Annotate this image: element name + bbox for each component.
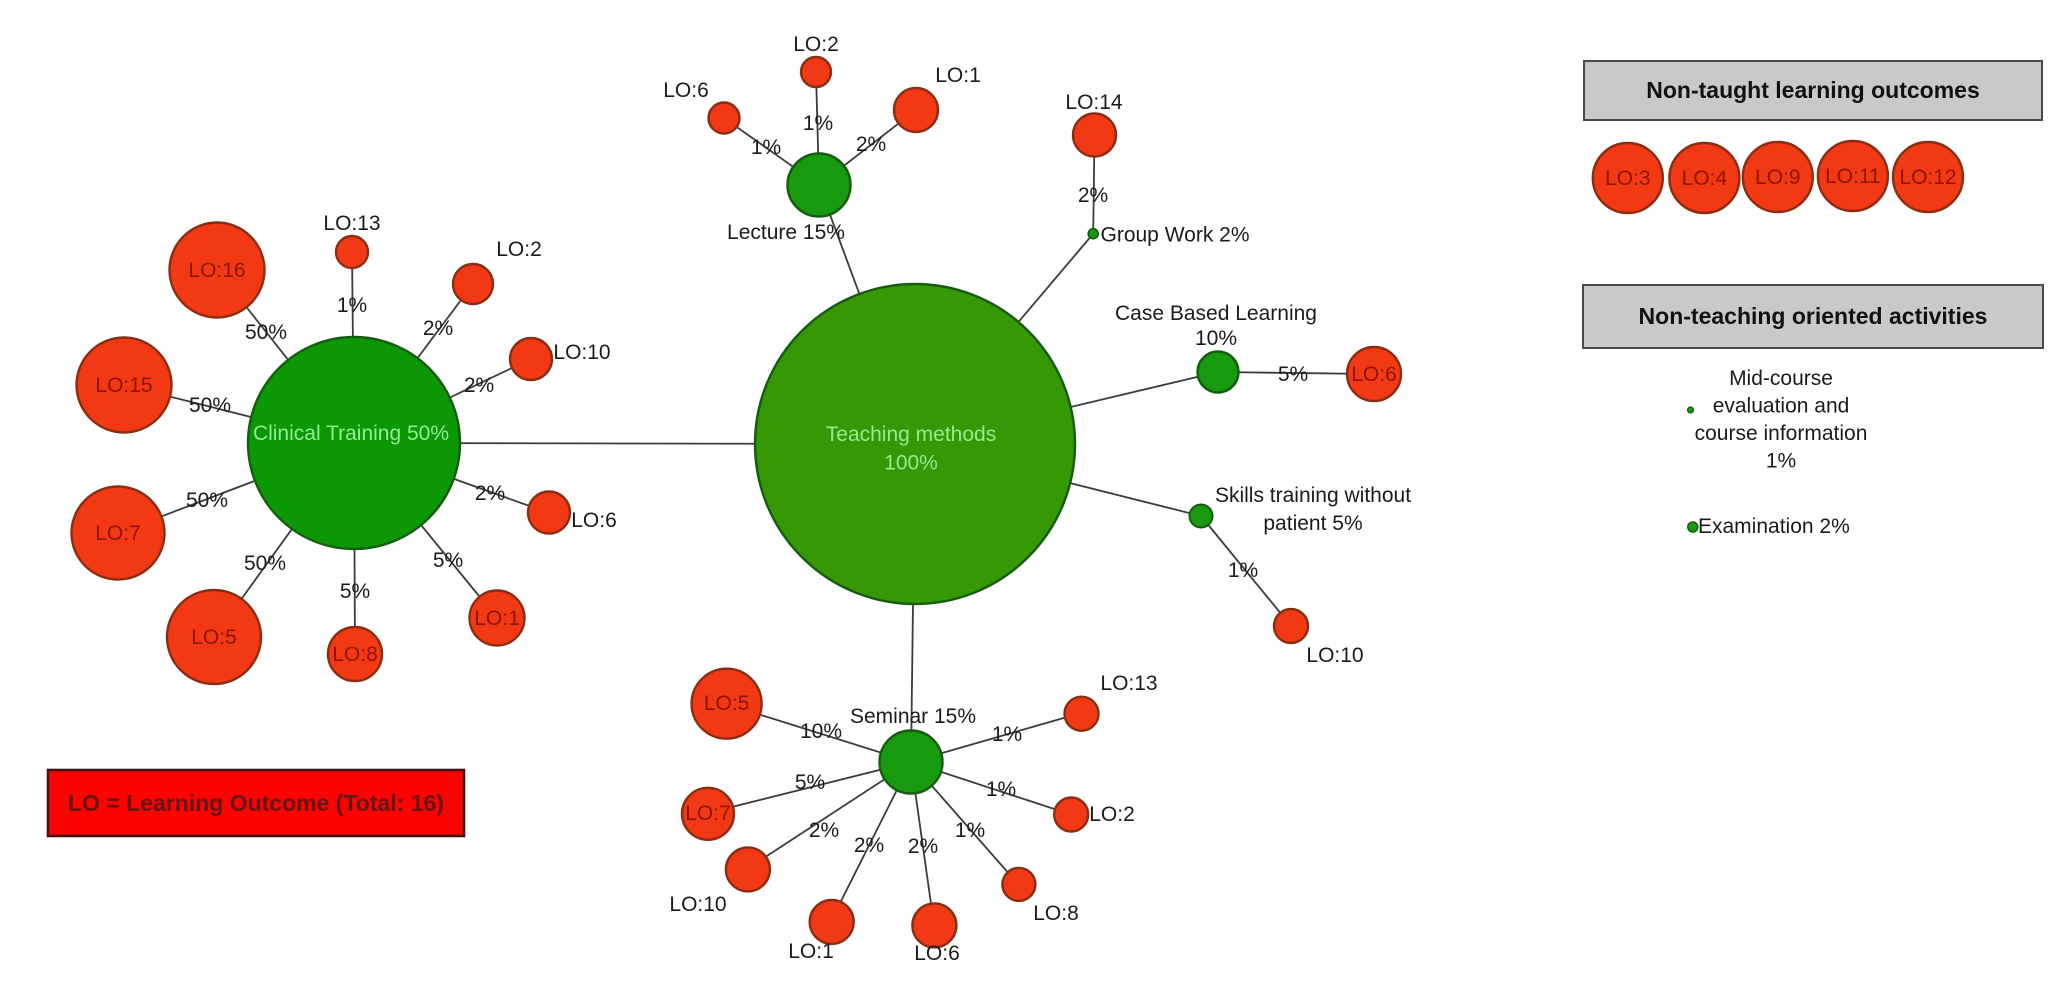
svg-text:Lecture 15%: Lecture 15% [727,221,845,244]
svg-text:Case Based Learning: Case Based Learning [1115,302,1317,325]
svg-text:Non-taught learning outcomes: Non-taught learning outcomes [1646,77,1980,103]
svg-text:LO:2: LO:2 [496,238,542,261]
svg-text:LO:16: LO:16 [188,259,245,282]
svg-text:LO:5: LO:5 [191,626,237,649]
svg-text:Mid-course: Mid-course [1729,367,1833,390]
svg-text:5%: 5% [433,549,463,572]
svg-text:1%: 1% [955,819,985,842]
svg-text:LO:1: LO:1 [788,940,834,963]
svg-text:LO:5: LO:5 [704,692,750,715]
svg-text:Non-teaching oriented activiti: Non-teaching oriented activities [1639,303,1988,329]
svg-text:LO:6: LO:6 [914,942,960,965]
svg-text:Teaching methods: Teaching methods [826,423,996,446]
svg-text:LO:8: LO:8 [332,643,378,666]
svg-text:10%: 10% [1195,327,1237,350]
svg-text:LO:13: LO:13 [323,212,380,235]
svg-text:2%: 2% [809,819,839,842]
svg-text:2%: 2% [854,834,884,857]
svg-text:LO:4: LO:4 [1682,167,1728,190]
svg-text:50%: 50% [189,394,231,417]
svg-text:1%: 1% [337,294,367,317]
svg-text:LO:11: LO:11 [1825,165,1881,188]
svg-text:Clinical Training 50%: Clinical Training 50% [253,422,449,445]
svg-text:1%: 1% [803,112,833,135]
svg-text:2%: 2% [464,374,494,397]
svg-text:Group Work 2%: Group Work 2% [1101,224,1250,247]
svg-text:2%: 2% [856,133,886,156]
svg-text:LO:6: LO:6 [571,509,617,532]
svg-text:50%: 50% [186,489,228,512]
svg-text:LO:1: LO:1 [935,64,981,87]
svg-text:LO:9: LO:9 [1755,166,1801,189]
svg-text:LO:2: LO:2 [793,33,839,56]
svg-text:5%: 5% [1278,363,1308,386]
svg-text:LO:6: LO:6 [663,79,709,102]
svg-text:5%: 5% [340,580,370,603]
svg-text:LO:6: LO:6 [1351,363,1397,386]
svg-text:1%: 1% [1228,559,1258,582]
svg-text:50%: 50% [244,552,286,575]
svg-text:2%: 2% [908,835,938,858]
svg-text:LO:15: LO:15 [95,374,152,397]
svg-text:1%: 1% [1766,450,1796,473]
svg-text:100%: 100% [884,452,938,475]
svg-text:1%: 1% [992,723,1022,746]
svg-text:course information: course information [1695,422,1868,445]
svg-text:2%: 2% [423,317,453,340]
svg-text:LO:8: LO:8 [1033,902,1079,925]
svg-text:LO:7: LO:7 [685,802,731,825]
svg-text:Seminar 15%: Seminar 15% [850,705,976,728]
svg-text:LO:12: LO:12 [1899,166,1956,189]
svg-text:LO:14: LO:14 [1065,91,1123,114]
svg-text:LO:10: LO:10 [669,893,726,916]
svg-text:2%: 2% [475,482,505,505]
svg-text:LO:7: LO:7 [95,522,141,545]
svg-text:evaluation and: evaluation and [1713,395,1850,418]
svg-text:10%: 10% [800,720,842,743]
svg-text:2%: 2% [1078,184,1108,207]
svg-text:LO:3: LO:3 [1605,167,1651,190]
svg-text:LO:1: LO:1 [474,607,520,630]
svg-text:5%: 5% [795,771,825,794]
svg-text:1%: 1% [986,778,1016,801]
svg-text:LO = Learning Outcome (Total:: LO = Learning Outcome (Total: 16) [68,790,444,816]
svg-text:patient 5%: patient 5% [1263,512,1362,535]
svg-text:LO:2: LO:2 [1089,803,1135,826]
svg-text:Examination 2%: Examination 2% [1698,515,1850,538]
svg-text:LO:13: LO:13 [1100,672,1157,695]
svg-text:LO:10: LO:10 [553,341,610,364]
svg-text:LO:10: LO:10 [1306,644,1363,667]
svg-text:Skills training without: Skills training without [1215,484,1411,507]
svg-text:1%: 1% [751,136,781,159]
svg-text:50%: 50% [245,321,287,344]
